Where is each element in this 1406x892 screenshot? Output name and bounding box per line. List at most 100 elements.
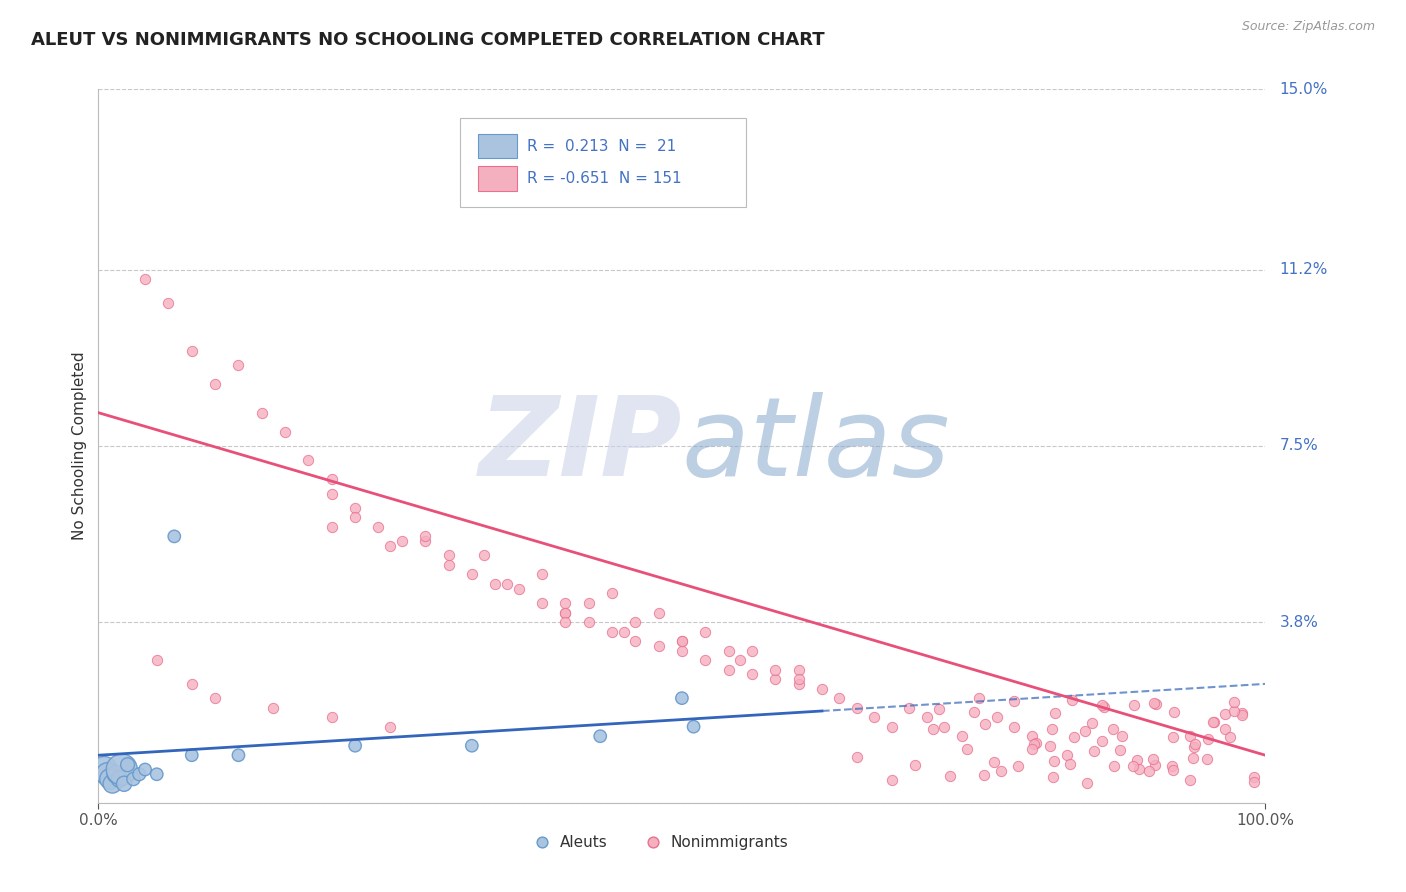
Point bbox=[122, 772, 145, 786]
Point bbox=[134, 272, 156, 286]
Point bbox=[472, 549, 495, 563]
Point bbox=[1022, 737, 1045, 751]
Point bbox=[146, 653, 169, 667]
Point bbox=[111, 763, 134, 777]
Point bbox=[846, 750, 869, 764]
Point bbox=[101, 777, 124, 791]
Text: R = -0.651  N = 151: R = -0.651 N = 151 bbox=[527, 171, 682, 186]
Point bbox=[128, 767, 150, 781]
Point bbox=[1161, 758, 1184, 772]
Point bbox=[297, 453, 319, 467]
Point bbox=[589, 729, 612, 743]
FancyBboxPatch shape bbox=[478, 166, 517, 191]
Point bbox=[108, 772, 131, 786]
Point bbox=[134, 763, 156, 777]
Point bbox=[1056, 748, 1078, 763]
Point bbox=[1021, 729, 1043, 743]
Point bbox=[647, 639, 669, 653]
Point bbox=[1243, 775, 1265, 789]
Point bbox=[763, 663, 786, 677]
Point bbox=[1073, 724, 1095, 739]
Point bbox=[437, 558, 460, 572]
Point bbox=[554, 615, 576, 629]
Point bbox=[1230, 706, 1253, 720]
Point bbox=[1197, 731, 1219, 746]
Point bbox=[1128, 763, 1150, 777]
Point bbox=[1178, 729, 1201, 743]
Point bbox=[530, 596, 553, 610]
Point bbox=[787, 672, 810, 686]
Point bbox=[938, 769, 960, 783]
Point bbox=[1143, 697, 1166, 711]
Point bbox=[682, 720, 704, 734]
Point bbox=[990, 764, 1012, 779]
Text: 3.8%: 3.8% bbox=[1279, 615, 1319, 630]
Point bbox=[180, 343, 202, 358]
Point bbox=[321, 710, 343, 724]
Point bbox=[1184, 737, 1206, 751]
Point bbox=[1182, 739, 1205, 754]
Point bbox=[1062, 693, 1084, 707]
Point bbox=[1025, 736, 1047, 750]
Point bbox=[104, 767, 127, 781]
Point bbox=[1002, 694, 1025, 708]
Point bbox=[1038, 739, 1060, 753]
Point bbox=[228, 748, 250, 763]
Point bbox=[1144, 697, 1167, 711]
Point bbox=[367, 520, 389, 534]
Point bbox=[934, 720, 956, 734]
Point bbox=[146, 767, 169, 781]
Text: Aleuts: Aleuts bbox=[560, 835, 607, 849]
Point bbox=[1122, 698, 1144, 713]
Point bbox=[695, 653, 717, 667]
Point bbox=[647, 606, 669, 620]
Point bbox=[180, 677, 202, 691]
Point bbox=[1081, 716, 1104, 731]
Point bbox=[880, 772, 903, 787]
Point bbox=[1180, 773, 1202, 788]
Point bbox=[1042, 754, 1064, 768]
Point bbox=[1083, 744, 1105, 758]
Point bbox=[461, 567, 484, 582]
Point bbox=[1021, 741, 1043, 756]
Point bbox=[180, 748, 202, 763]
Point bbox=[1161, 763, 1184, 777]
Point bbox=[1213, 706, 1236, 721]
Point bbox=[157, 296, 180, 310]
Point bbox=[380, 539, 402, 553]
Point bbox=[973, 768, 995, 782]
Point bbox=[1161, 731, 1184, 745]
Point bbox=[93, 763, 115, 777]
Point bbox=[1122, 759, 1144, 773]
Point bbox=[437, 549, 460, 563]
Text: 11.2%: 11.2% bbox=[1279, 262, 1327, 277]
Point bbox=[613, 624, 636, 639]
Point bbox=[461, 739, 484, 753]
Point bbox=[1243, 770, 1265, 784]
Point bbox=[530, 567, 553, 582]
Point bbox=[413, 534, 436, 549]
Point bbox=[1076, 776, 1098, 790]
Point bbox=[624, 615, 647, 629]
Point bbox=[262, 700, 284, 714]
Y-axis label: No Schooling Completed: No Schooling Completed bbox=[72, 351, 87, 541]
Point bbox=[413, 529, 436, 543]
Point bbox=[1007, 758, 1029, 772]
Point bbox=[1045, 706, 1067, 720]
Point bbox=[1042, 770, 1064, 784]
Point bbox=[962, 706, 984, 720]
Point bbox=[97, 767, 120, 781]
Text: R =  0.213  N =  21: R = 0.213 N = 21 bbox=[527, 139, 676, 153]
Point bbox=[763, 672, 786, 686]
Point bbox=[1102, 759, 1125, 773]
Point bbox=[1195, 752, 1218, 766]
Point bbox=[1126, 753, 1149, 767]
Point bbox=[974, 717, 997, 731]
Point bbox=[578, 615, 600, 629]
Point bbox=[898, 700, 921, 714]
Point bbox=[1182, 750, 1205, 764]
Point bbox=[391, 534, 413, 549]
Point bbox=[117, 757, 139, 772]
Point bbox=[321, 486, 343, 500]
Point bbox=[983, 755, 1005, 769]
